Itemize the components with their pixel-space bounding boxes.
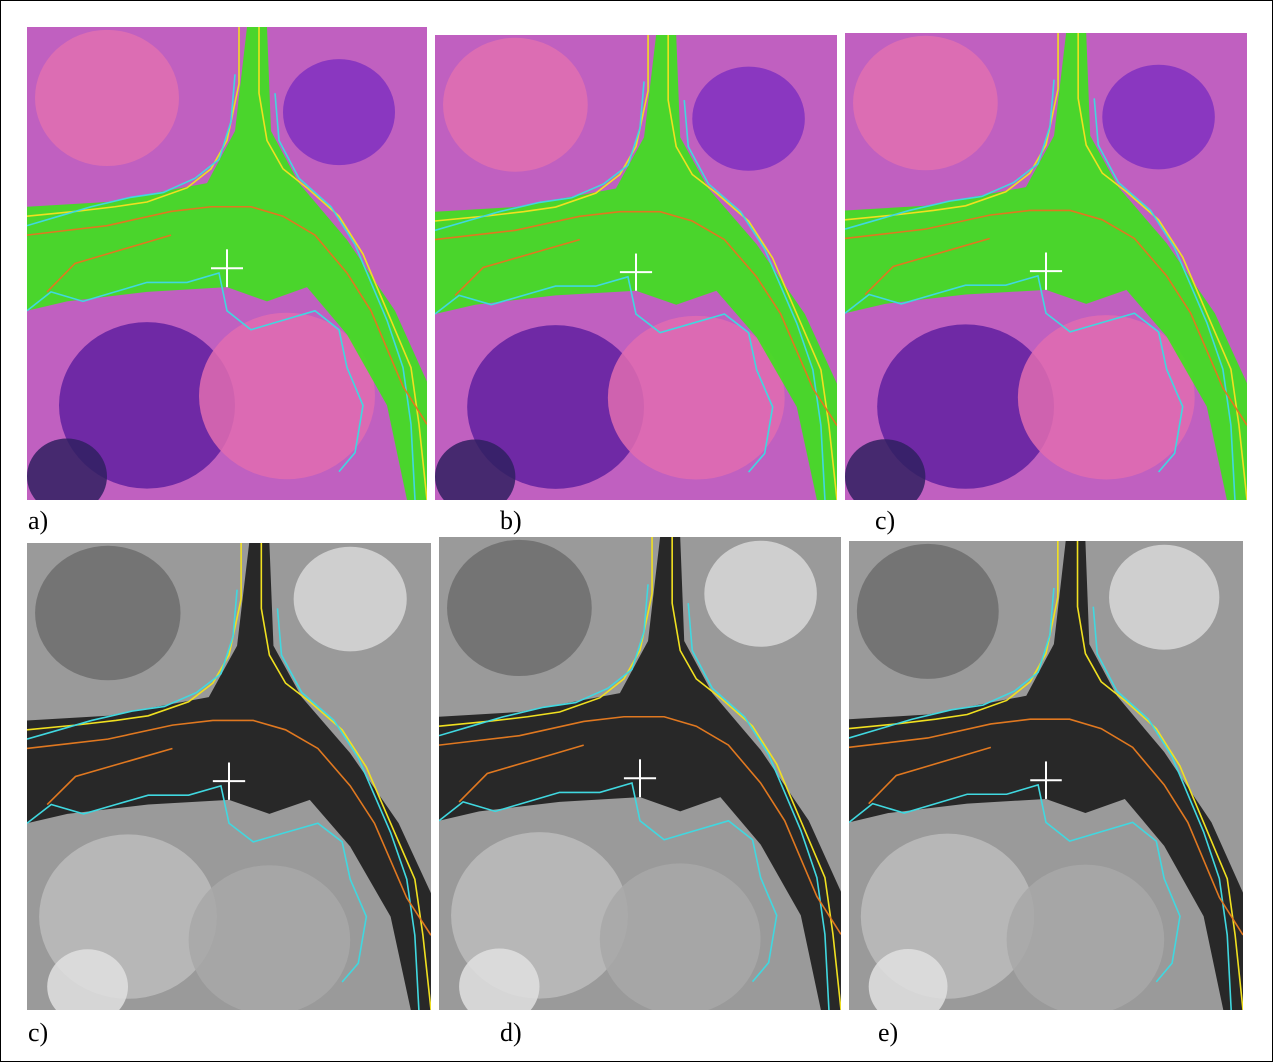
image-panel: [849, 541, 1243, 1010]
image-panel: [27, 543, 431, 1010]
image-panel: [27, 27, 427, 500]
panel-label: a): [28, 508, 48, 534]
panel-label: d): [500, 1020, 522, 1046]
panel-label: c): [875, 508, 895, 534]
panel-label: e): [878, 1020, 898, 1046]
image-panel: [845, 33, 1247, 500]
image-panel: [439, 537, 841, 1010]
panel-label: c): [28, 1020, 48, 1046]
image-panel: [435, 35, 837, 500]
panel-label: b): [500, 508, 522, 534]
